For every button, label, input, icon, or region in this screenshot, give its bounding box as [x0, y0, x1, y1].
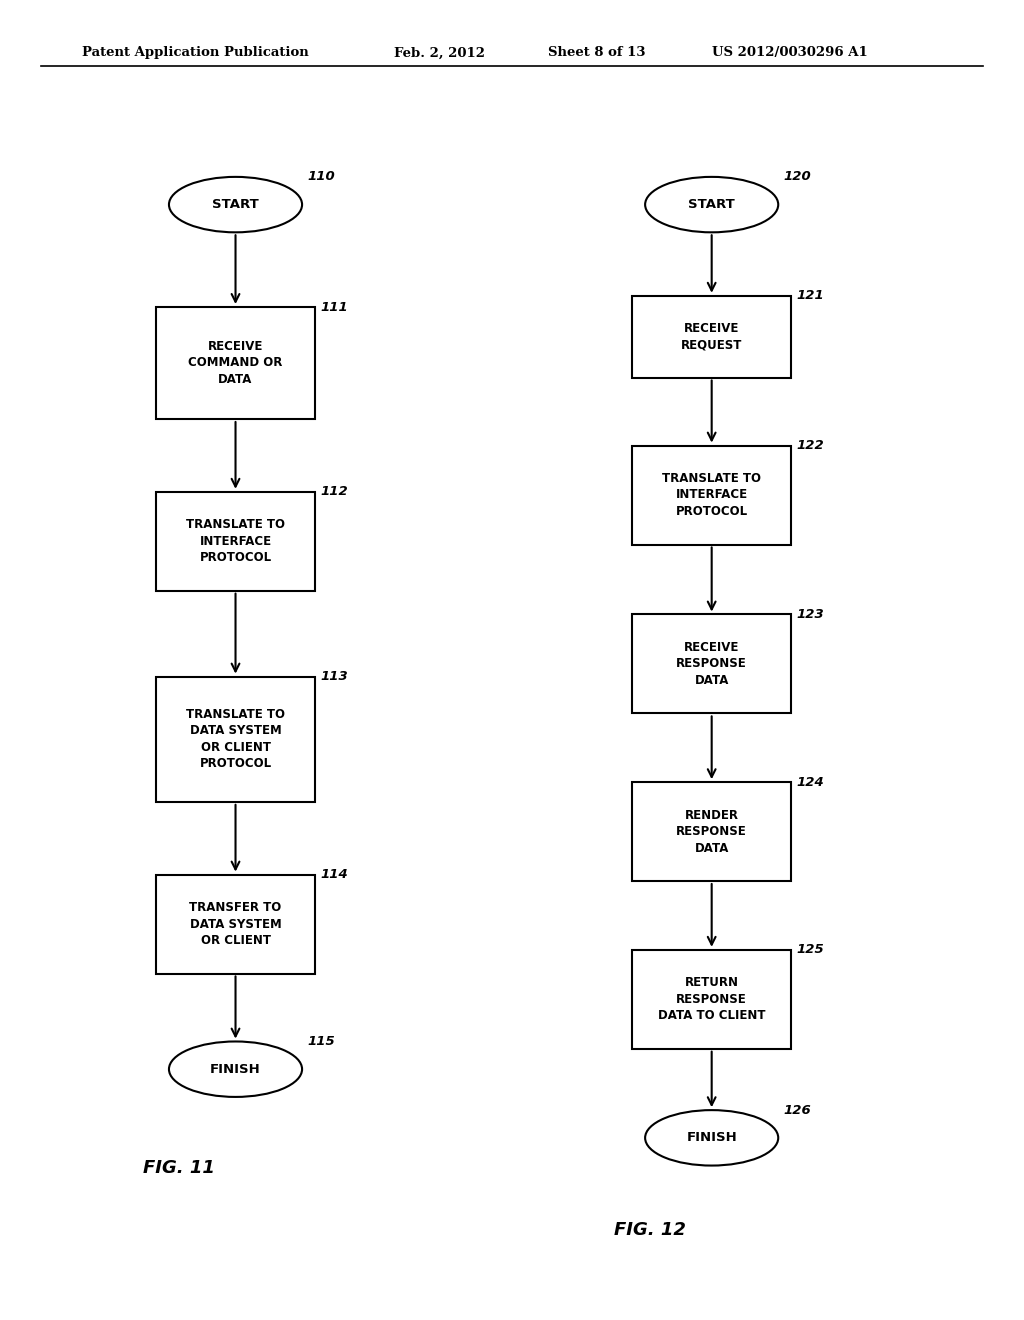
Text: TRANSLATE TO
DATA SYSTEM
OR CLIENT
PROTOCOL: TRANSLATE TO DATA SYSTEM OR CLIENT PROTO…	[186, 708, 285, 771]
Text: Patent Application Publication: Patent Application Publication	[82, 46, 308, 59]
Text: 115: 115	[307, 1035, 335, 1048]
Text: RENDER
RESPONSE
DATA: RENDER RESPONSE DATA	[676, 809, 748, 854]
Text: FINISH: FINISH	[210, 1063, 261, 1076]
Bar	[632, 950, 791, 1048]
Text: 121: 121	[797, 289, 824, 302]
Text: FIG. 11: FIG. 11	[143, 1159, 215, 1177]
Text: TRANSLATE TO
INTERFACE
PROTOCOL: TRANSLATE TO INTERFACE PROTOCOL	[663, 473, 761, 517]
Text: TRANSLATE TO
INTERFACE
PROTOCOL: TRANSLATE TO INTERFACE PROTOCOL	[186, 519, 285, 564]
Text: 110: 110	[307, 170, 335, 183]
Bar	[157, 874, 315, 974]
Bar	[632, 446, 791, 544]
Text: 114: 114	[319, 869, 348, 882]
Text: 120: 120	[783, 170, 811, 183]
Bar	[632, 296, 791, 378]
Text: 122: 122	[797, 440, 824, 451]
Text: 112: 112	[319, 486, 348, 499]
Bar	[632, 615, 791, 713]
Text: START: START	[212, 198, 259, 211]
Bar	[157, 676, 315, 801]
Text: Sheet 8 of 13: Sheet 8 of 13	[548, 46, 645, 59]
Text: 123: 123	[797, 609, 824, 622]
Text: US 2012/0030296 A1: US 2012/0030296 A1	[712, 46, 867, 59]
Text: 124: 124	[797, 776, 824, 789]
Text: RECEIVE
RESPONSE
DATA: RECEIVE RESPONSE DATA	[676, 642, 748, 686]
Text: RECEIVE
REQUEST: RECEIVE REQUEST	[681, 322, 742, 351]
Text: 111: 111	[319, 301, 348, 314]
Text: Feb. 2, 2012: Feb. 2, 2012	[394, 46, 485, 59]
Text: START: START	[688, 198, 735, 211]
Text: FIG. 12: FIG. 12	[614, 1221, 686, 1239]
Text: 125: 125	[797, 944, 824, 956]
Bar	[632, 781, 791, 882]
Bar	[157, 492, 315, 591]
Text: RETURN
RESPONSE
DATA TO CLIENT: RETURN RESPONSE DATA TO CLIENT	[658, 977, 765, 1022]
Text: 113: 113	[319, 671, 348, 684]
Text: RECEIVE
COMMAND OR
DATA: RECEIVE COMMAND OR DATA	[188, 341, 283, 385]
Text: 126: 126	[783, 1104, 811, 1117]
Text: TRANSFER TO
DATA SYSTEM
OR CLIENT: TRANSFER TO DATA SYSTEM OR CLIENT	[189, 902, 282, 946]
Bar	[157, 308, 315, 420]
Text: FINISH: FINISH	[686, 1131, 737, 1144]
